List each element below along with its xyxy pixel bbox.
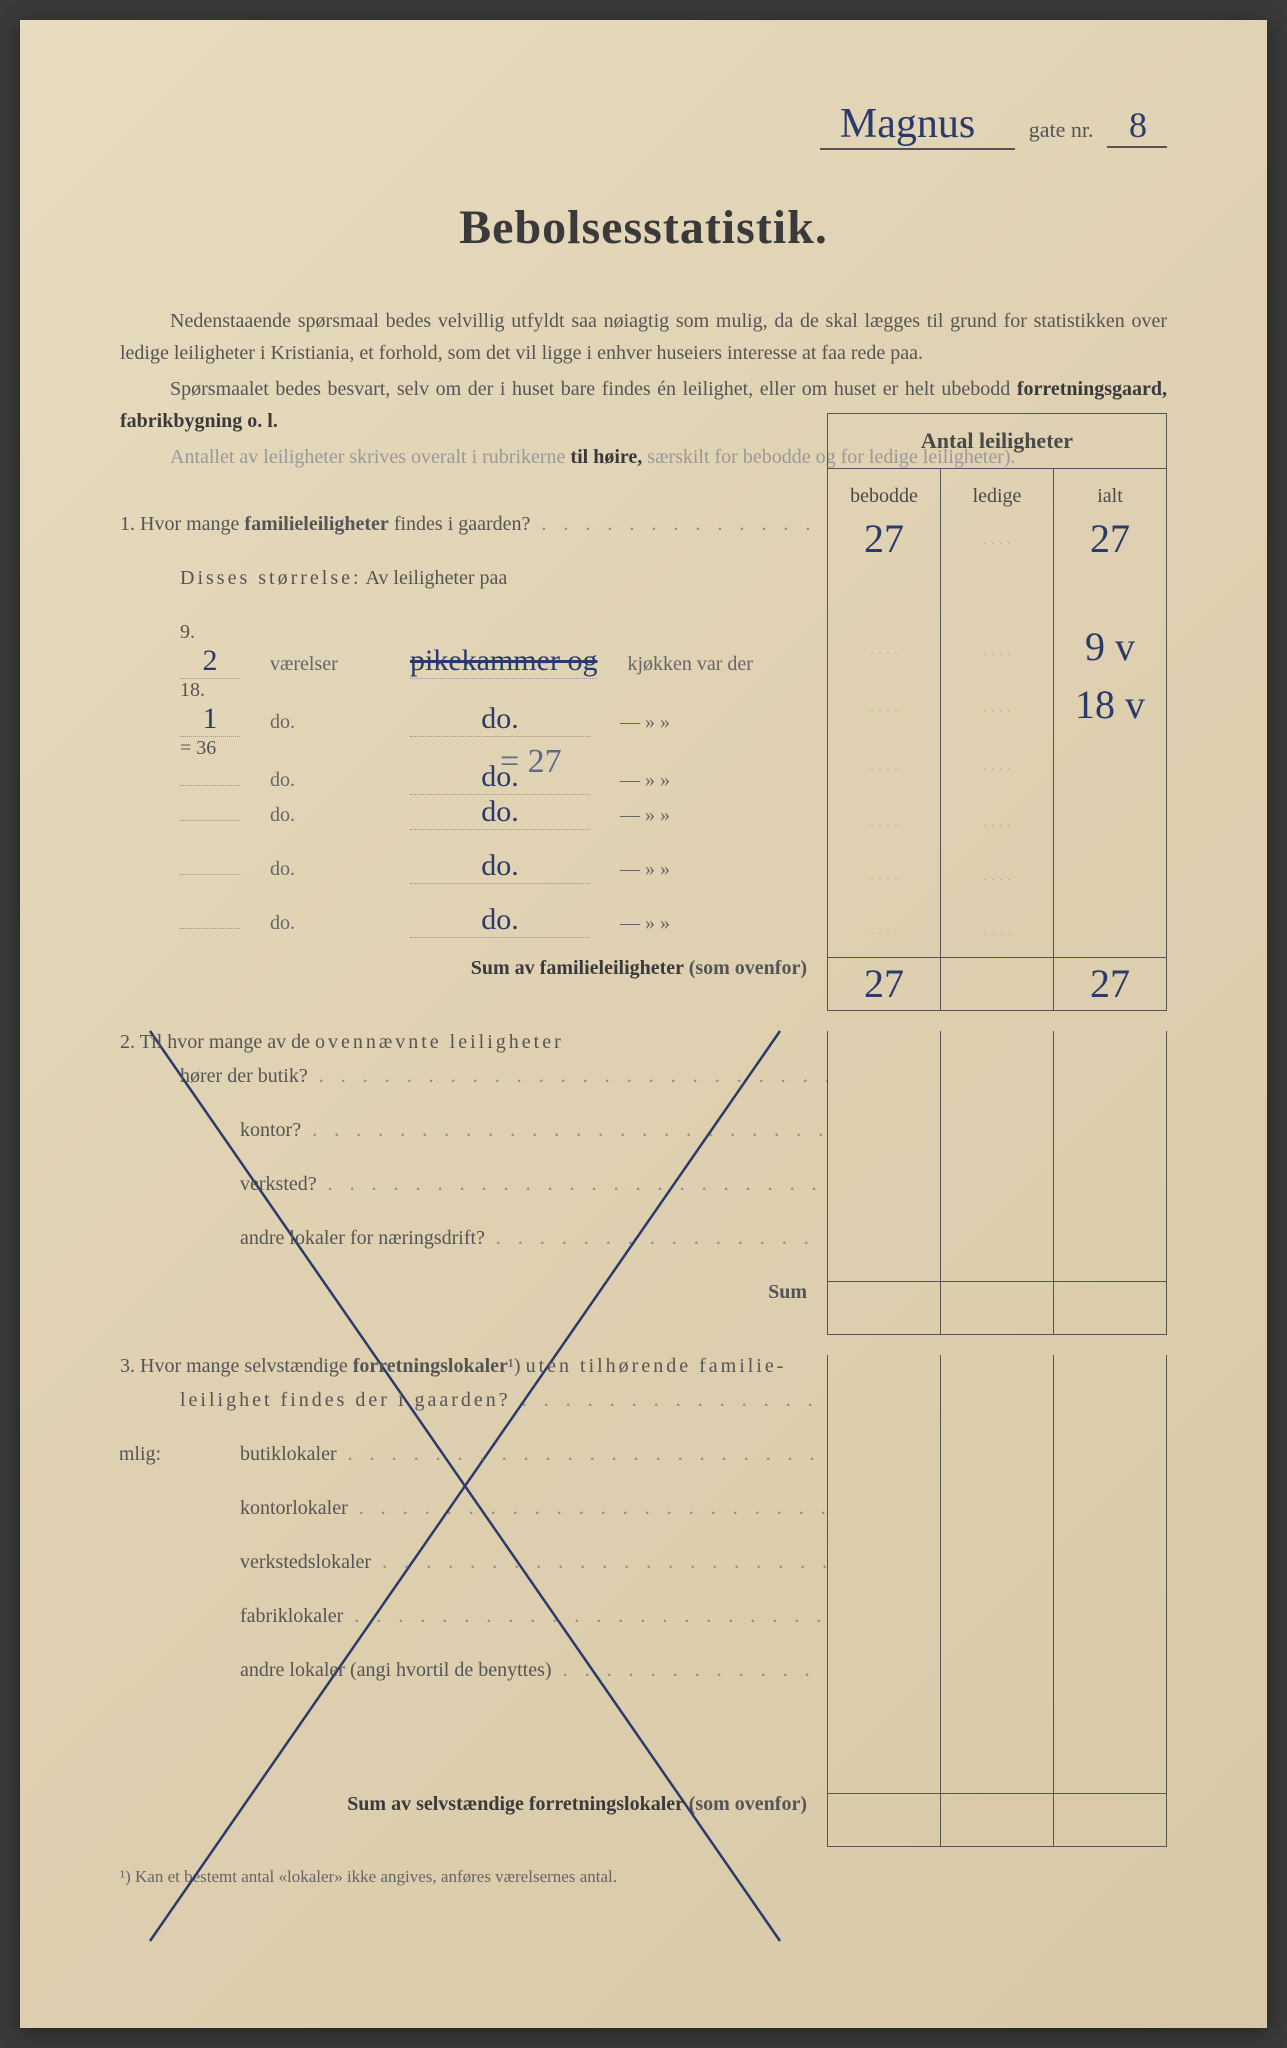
cell-ledige [941, 795, 1054, 849]
size-row: do. do. — » » [120, 795, 1167, 849]
q3-sum: Sum av selvstændige forretningslokaler (… [120, 1793, 1167, 1847]
size-row: = 36 do. do. — » » = 27 [120, 737, 1167, 795]
gate-label: gate nr. [1029, 117, 1094, 142]
header-line: Magnus gate nr. 8 [120, 100, 1167, 150]
cell-bebodde [828, 903, 941, 957]
cell-ledige [941, 903, 1054, 957]
q1-ialt: 27 [1054, 513, 1166, 567]
q3-item-row: verkstedslokaler [120, 1551, 1167, 1605]
street-name-field: Magnus [820, 100, 1015, 150]
cell-ialt [1054, 849, 1166, 903]
q2-kontor: kontor? [120, 1119, 1167, 1173]
cell-ialt: 18 v [1054, 679, 1166, 737]
cell-bebodde [828, 679, 941, 737]
size-row: do. do. — » » [120, 903, 1167, 957]
margin-note: 9. [180, 621, 195, 643]
rooms-field [180, 785, 240, 786]
document-title: Bebolsesstatistik. [120, 200, 1167, 255]
table-header: Antal leiligheter bebodde ledige ialt [827, 413, 1167, 524]
size-row: do. do. — » » [120, 849, 1167, 903]
q1-sum-bebodde: 27 [828, 958, 941, 1010]
q1-bebodde: 27 [828, 513, 941, 567]
rooms-field: 1 [180, 702, 240, 737]
nemlig-label: nemlig: [120, 1443, 161, 1466]
q2-andre: andre lokaler for næringsdrift? [120, 1227, 1167, 1281]
cell-bebodde [828, 849, 941, 903]
q3-blank [120, 1713, 1167, 1793]
q3-item-row: andre lokaler (angi hvortil de benyttes) [120, 1659, 1167, 1713]
gate-number-field: 8 [1107, 104, 1167, 148]
content-area: Antal leiligheter bebodde ledige ialt 1.… [120, 513, 1167, 1847]
q1-size-label: Disses størrelse: Av leiligheter paa [120, 567, 1167, 621]
margin-note: = 36 [180, 737, 216, 759]
q1-row: 1. Hvor mange familieleiligheter findes … [120, 513, 1167, 567]
rooms-field: 2 [180, 644, 240, 679]
cell-ialt: 9 v [1054, 621, 1166, 679]
cell-ledige [941, 679, 1054, 737]
cell-ledige [941, 849, 1054, 903]
cell-bebodde [828, 795, 941, 849]
q3-item-row: fabriklokaler [120, 1605, 1167, 1659]
q3-item-row: kontorlokaler [120, 1497, 1167, 1551]
q2-butik: hører der butik? [120, 1065, 1167, 1119]
size-row: 18. 1 do. do. — » » 18 v [120, 679, 1167, 737]
q2-q3-block: 2. Til hvor mange av de ovennævnte leili… [120, 1011, 1167, 1847]
document-page: Magnus gate nr. 8 Bebolsesstatistik. Ned… [20, 20, 1267, 2028]
q2-row: 2. Til hvor mange av de ovennævnte leili… [120, 1011, 1167, 1065]
q3-item-row: nemlig:butiklokaler [120, 1443, 1167, 1497]
q1-sum-ialt: 27 [1054, 958, 1166, 1010]
intro-p1: Nedenstaaende spørsmaal bedes velvillig … [120, 305, 1167, 369]
cell-ialt [1054, 903, 1166, 957]
cell-bebodde [828, 621, 941, 679]
cell-ledige [941, 737, 1054, 795]
rooms-field [180, 820, 240, 821]
size-row: 9. 2 værelser pikekammer og kjøkken var … [120, 621, 1167, 679]
main-table: 1. Hvor mange familieleiligheter findes … [120, 513, 1167, 1847]
table-header-title: Antal leiligheter [828, 414, 1166, 469]
cell-bebodde [828, 737, 941, 795]
q3-line2: leilighet findes der i gaarden? [120, 1389, 1167, 1443]
q1-ledige [941, 513, 1054, 567]
rooms-field [180, 928, 240, 929]
margin-note: 18. [180, 679, 205, 701]
rooms-field [180, 874, 240, 875]
cell-ialt [1054, 737, 1166, 795]
cell-ialt [1054, 795, 1166, 849]
q3-row: 3. Hvor mange selvstændige forretningslo… [120, 1335, 1167, 1389]
q1-sum-ledige [941, 958, 1054, 1010]
q1-sum-row: Sum av familieleiligheter (som ovenfor) … [120, 957, 1167, 1011]
q2-sum: Sum [120, 1281, 1167, 1335]
q2-verksted: verksted? [120, 1173, 1167, 1227]
cell-ledige [941, 621, 1054, 679]
footnote: ¹) Kan et bestemt antal «lokaler» ikke a… [120, 1867, 1167, 1887]
